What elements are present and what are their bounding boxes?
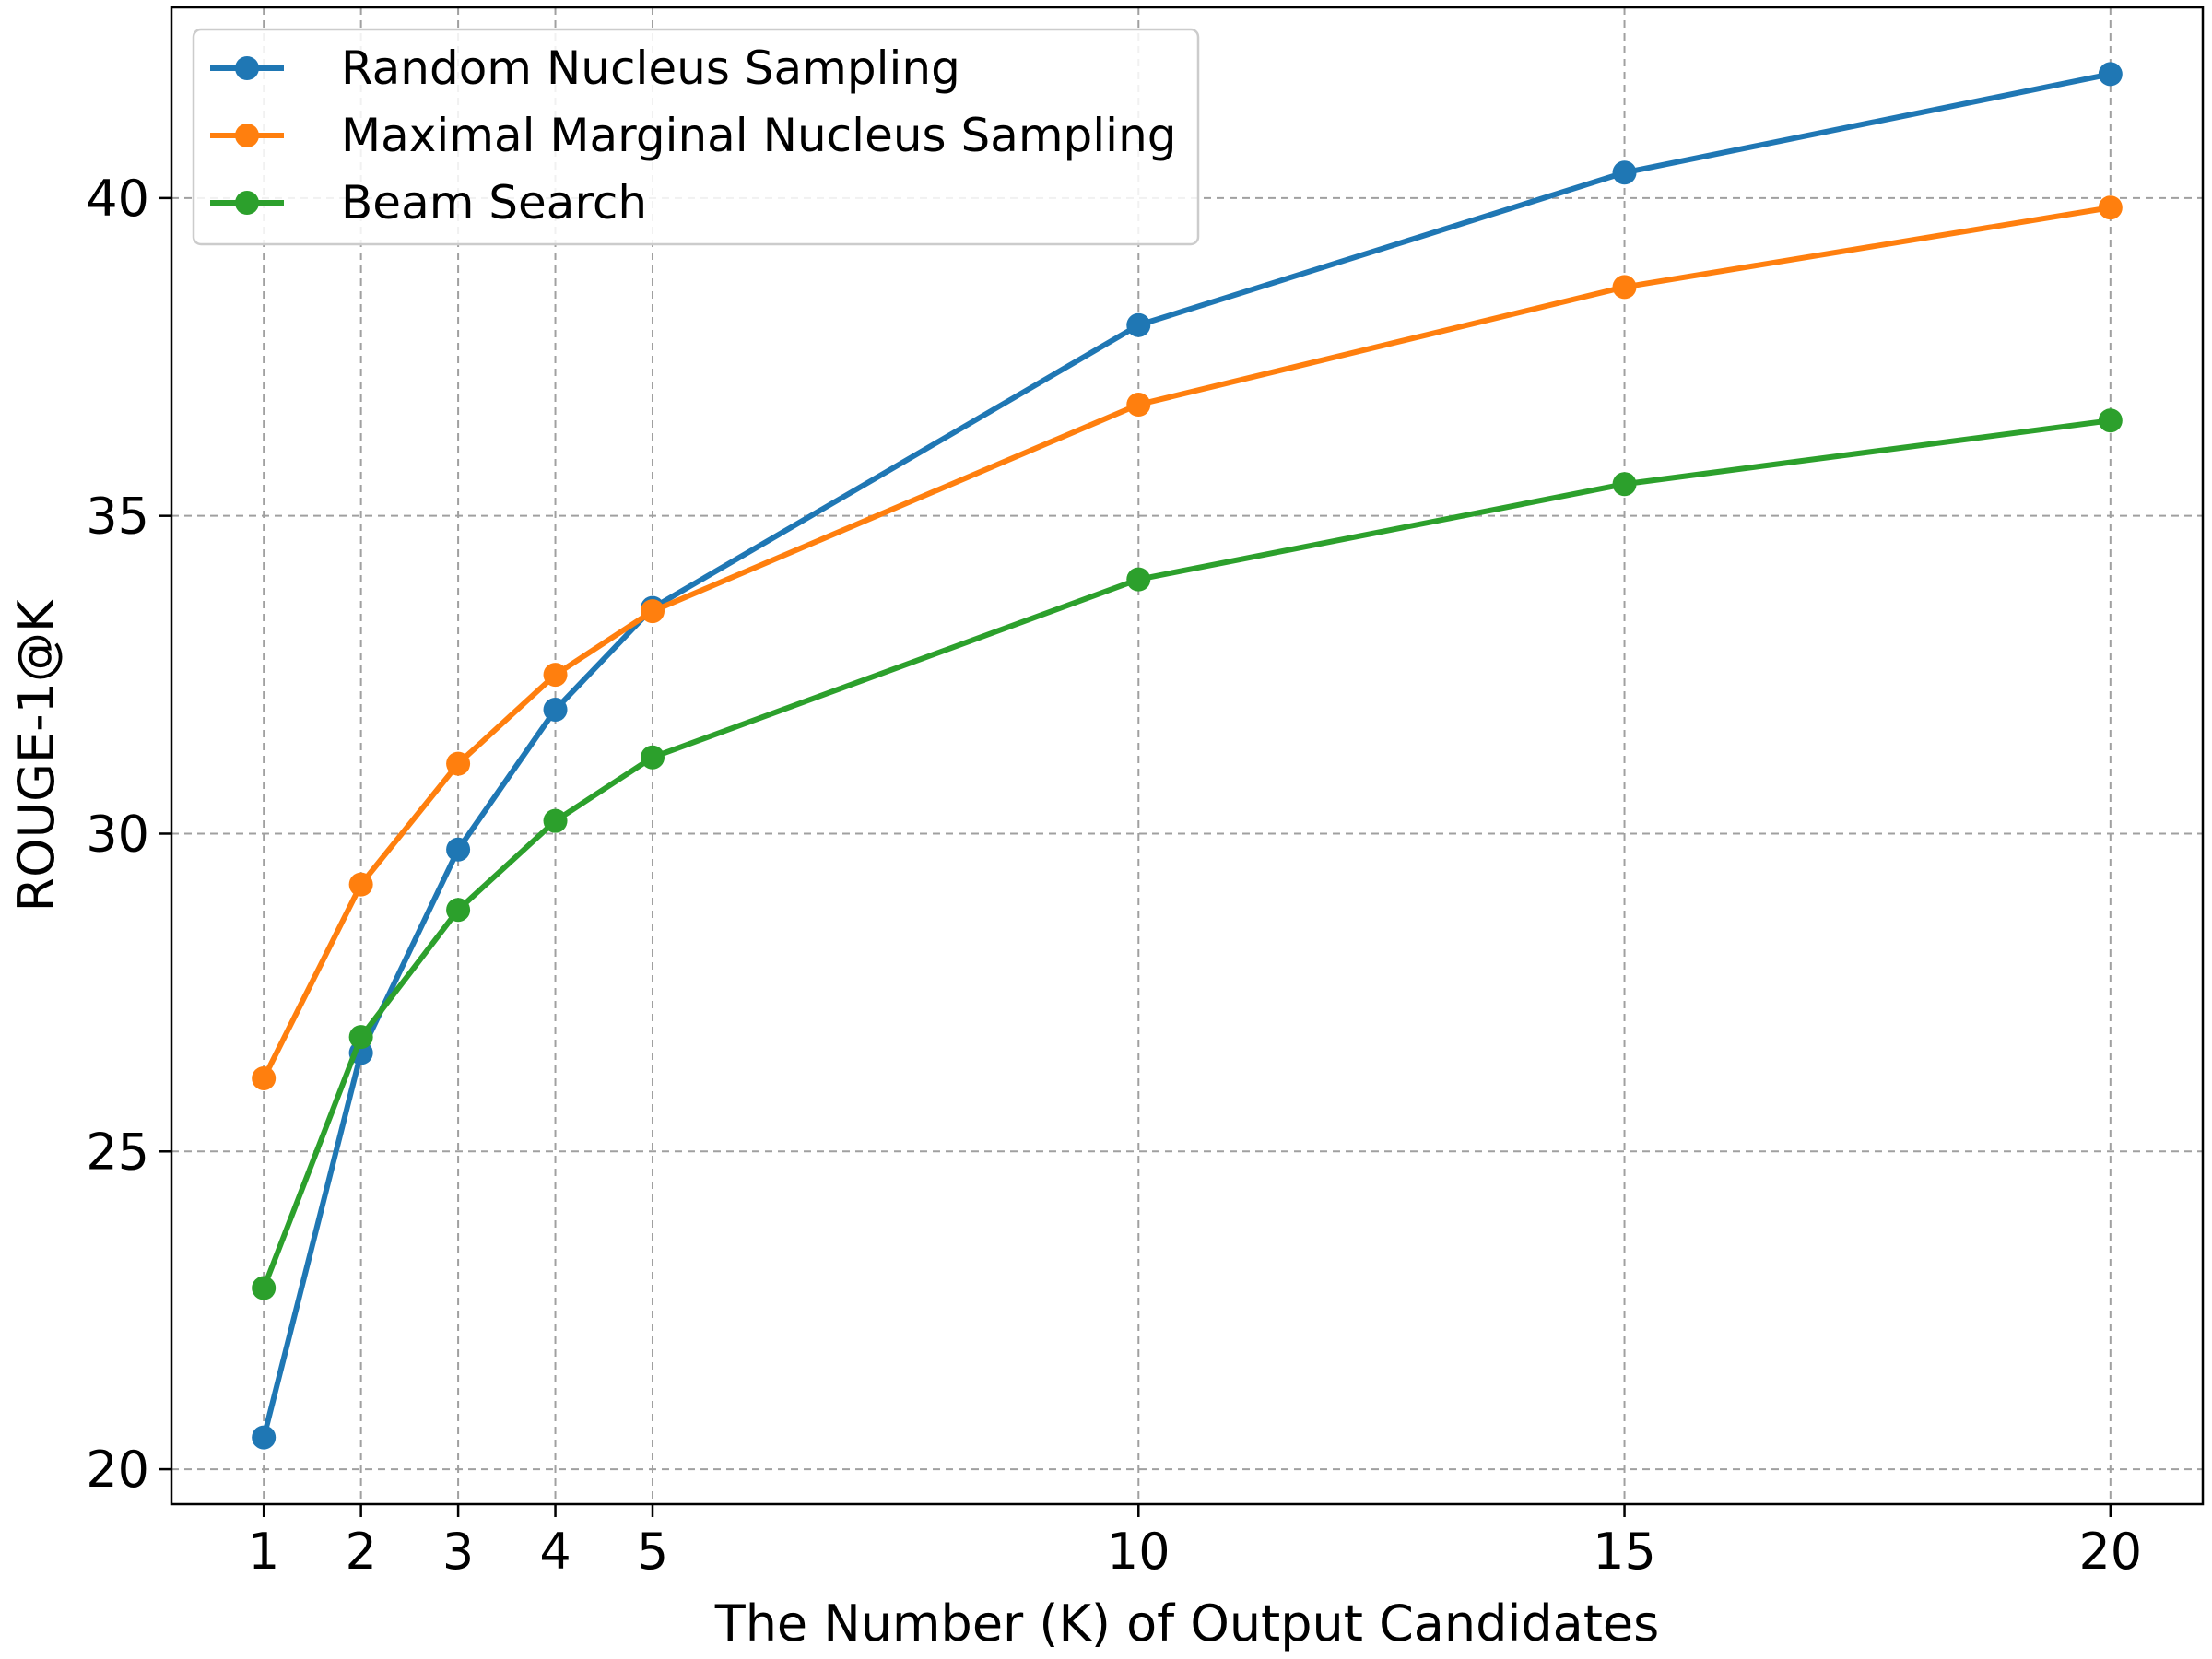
data-point [641, 745, 665, 770]
legend-item: Beam Search [210, 176, 647, 229]
legend-item: Maximal Marginal Nucleus Sampling [210, 109, 1177, 162]
data-point [1612, 160, 1637, 185]
data-point [252, 1065, 276, 1090]
x-tick-label: 2 [345, 1523, 376, 1581]
data-point [446, 751, 471, 776]
data-point [2098, 408, 2123, 433]
y-tick-label: 40 [86, 170, 149, 228]
x-tick-label: 20 [2078, 1523, 2142, 1581]
data-point [348, 872, 373, 897]
legend-box [192, 28, 1200, 246]
series-layer [252, 62, 2123, 1450]
y-axis-ticks: 20 25 30 35 40 [86, 170, 171, 1499]
data-point [252, 1425, 276, 1450]
data-point [446, 898, 471, 923]
data-point [348, 1025, 373, 1050]
legend-label: Beam Search [341, 176, 647, 229]
series-line [261, 418, 2112, 1289]
series-1 [252, 62, 2123, 1450]
data-point [1612, 472, 1637, 497]
data-point [1126, 392, 1151, 417]
x-tick-label: 15 [1593, 1523, 1656, 1581]
data-point [543, 663, 568, 688]
data-point [641, 599, 665, 624]
series-line [261, 71, 2112, 1439]
data-point [446, 837, 471, 862]
series-3 [252, 408, 2123, 1300]
data-point [2098, 62, 2123, 87]
series-2 [252, 195, 2123, 1090]
data-point [1612, 275, 1637, 300]
legend: Random Nucleus Sampling Maximal Marginal … [192, 28, 1200, 246]
data-point [1126, 567, 1151, 592]
data-point [543, 808, 568, 833]
legend-item: Random Nucleus Sampling [210, 41, 960, 95]
x-tick-label: 3 [442, 1523, 474, 1581]
y-tick-label: 35 [86, 488, 149, 546]
x-axis-ticks: 1 2 3 4 5 10 15 20 [248, 1504, 2142, 1581]
plot-frame [170, 6, 2205, 1506]
y-axis-title: ROUGE-1@K [7, 598, 65, 912]
x-tick-label: 10 [1107, 1523, 1171, 1581]
legend-label: Random Nucleus Sampling [341, 41, 960, 95]
legend-marker [235, 191, 259, 215]
data-point [1126, 312, 1151, 337]
data-point [252, 1276, 276, 1300]
x-tick-label: 4 [539, 1523, 571, 1581]
y-tick-label: 25 [86, 1123, 149, 1181]
x-tick-label: 5 [637, 1523, 668, 1581]
legend-marker [235, 124, 259, 147]
data-point [2098, 195, 2123, 220]
x-tick-label: 1 [248, 1523, 279, 1581]
series-line [261, 205, 2112, 1080]
legend-marker [235, 56, 259, 80]
y-tick-label: 30 [86, 805, 149, 863]
y-tick-label: 20 [86, 1441, 149, 1499]
legend-label: Maximal Marginal Nucleus Sampling [341, 109, 1177, 162]
data-point [543, 698, 568, 723]
x-axis-title: The Number (K) of Output Candidates [714, 1594, 1660, 1653]
